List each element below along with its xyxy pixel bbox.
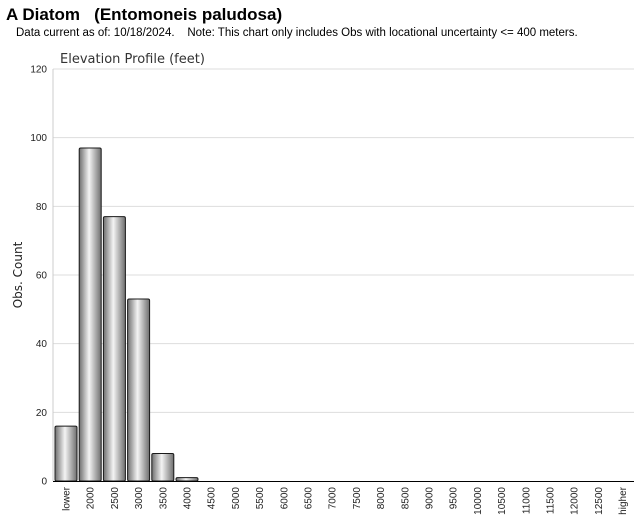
x-tick-label: 6000	[279, 487, 290, 510]
x-tick-label: 2500	[110, 487, 121, 510]
y-tick-label: 120	[30, 65, 47, 76]
chart-main-title: A Diatom (Entomoneis paludosa)	[6, 5, 283, 24]
x-tick-label: 7000	[328, 487, 339, 510]
axes	[52, 69, 634, 482]
y-tick-label: 0	[41, 477, 47, 488]
x-tick-label: 10500	[497, 487, 508, 515]
bar-3500	[151, 453, 175, 482]
x-tick-label: 7500	[352, 487, 363, 510]
x-tick-label: 5000	[231, 487, 242, 510]
y-tick-label: 60	[36, 271, 48, 282]
x-tick-label: 9000	[425, 487, 436, 510]
x-tick-label: 5500	[255, 487, 266, 510]
x-tick-label: 8500	[400, 487, 411, 510]
x-tick-label: 12500	[594, 487, 605, 515]
bar-2500	[102, 216, 126, 482]
x-tick-label: 4500	[207, 487, 218, 510]
x-tick-label: higher	[618, 486, 629, 514]
bar-4000	[175, 477, 199, 482]
plot-title: Elevation Profile (feet)	[60, 52, 205, 67]
y-tick-label: 40	[36, 339, 48, 350]
x-tick-label: 3000	[134, 487, 145, 510]
x-tick-label: 11000	[521, 487, 532, 515]
x-tick-label: 2000	[86, 487, 97, 510]
x-tick-label: 3500	[158, 487, 169, 510]
y-tick-label: 20	[36, 408, 48, 419]
bar-3000	[127, 298, 151, 482]
bars	[54, 147, 199, 482]
x-tick-label: 11500	[546, 487, 557, 515]
bar-lower	[54, 425, 78, 482]
bar-2000	[78, 147, 102, 482]
y-tick-label: 100	[30, 133, 47, 144]
x-tick-label: 6500	[304, 487, 315, 510]
x-tick-label: 8000	[376, 487, 387, 510]
y-tick-labels: 0 20 40 60 80 100 120	[30, 65, 47, 488]
x-tick-label: 9500	[449, 487, 460, 510]
chart-data-note: Data current as of: 10/18/2024. Note: Th…	[16, 27, 578, 39]
x-tick-label: 4000	[183, 487, 194, 510]
y-tick-label: 80	[36, 202, 48, 213]
y-axis-title: Obs. Count	[11, 241, 25, 308]
x-tick-label: 12000	[570, 487, 581, 515]
x-tick-label: lower	[62, 486, 73, 511]
x-tick-label: 10000	[473, 487, 484, 515]
x-tick-labels: lower 2000 2500 3000 3500 4000 4500 5000 5500 600…	[62, 486, 630, 514]
